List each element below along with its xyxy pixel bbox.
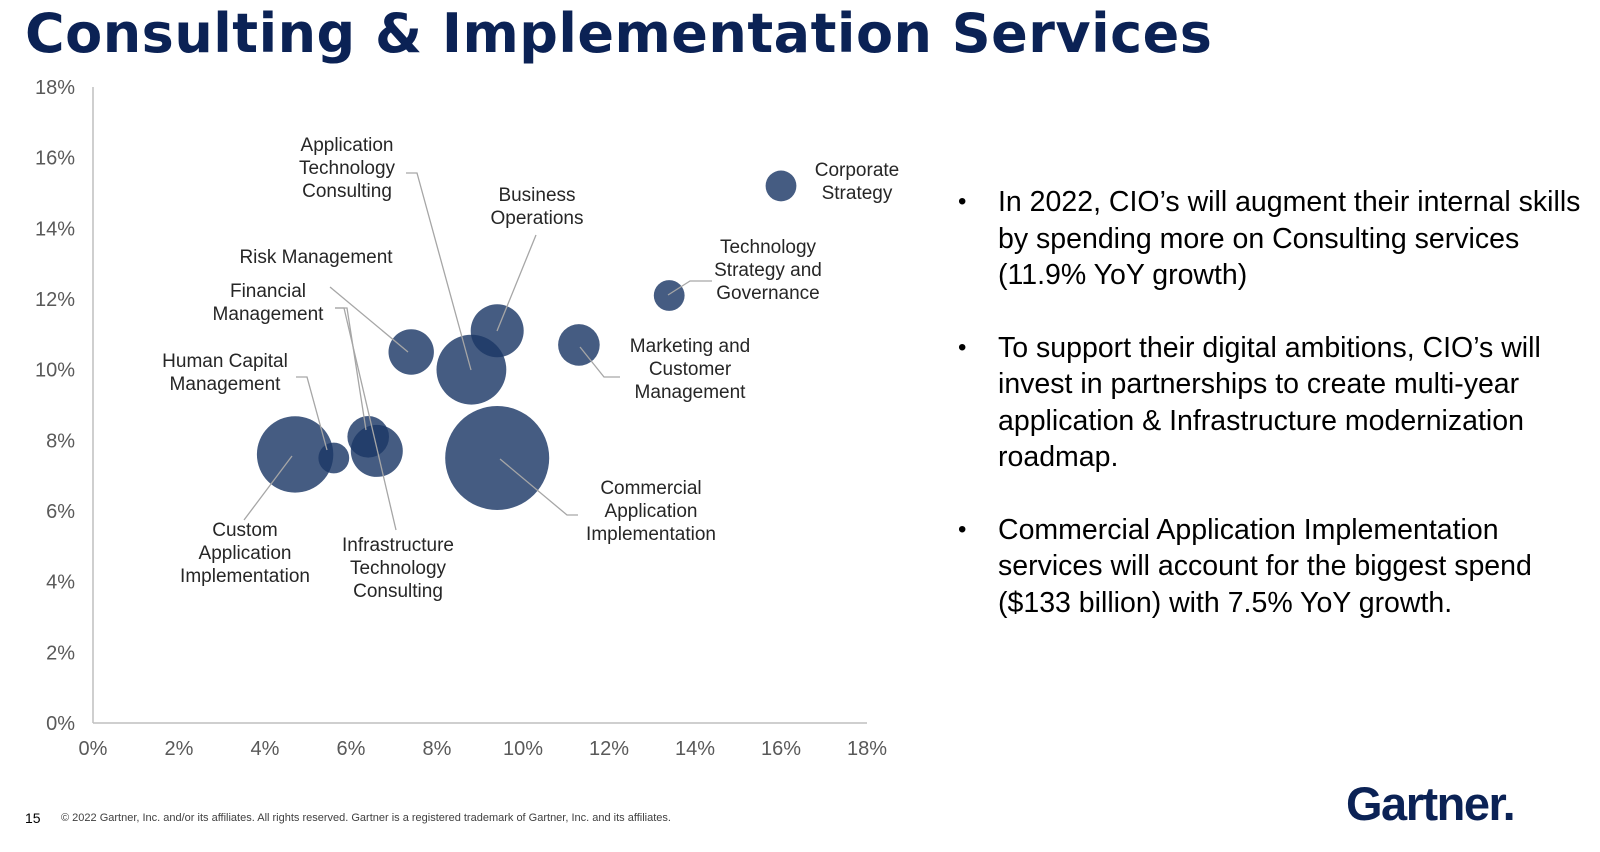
- bubble-marker: [558, 324, 600, 366]
- leader-line: [329, 286, 409, 353]
- leader-line: [667, 280, 712, 296]
- bubble-label: Corporate Strategy: [815, 160, 900, 204]
- bubble-label-line: Technology: [299, 158, 396, 179]
- bubble-marker: [765, 170, 797, 202]
- y-tick-label: 6%: [46, 501, 75, 523]
- leader-line: [335, 307, 367, 431]
- gartner-logo: Gartner.: [1346, 777, 1516, 830]
- x-tick-label: 16%: [761, 738, 801, 760]
- bullet-dot: •: [958, 188, 967, 215]
- bubble-label-line: Commercial: [600, 478, 701, 499]
- bullet-text: To support their digital ambitions, CIO’…: [998, 331, 1541, 474]
- y-tick-label: 4%: [46, 572, 75, 594]
- bubble-label-line: Risk Management: [239, 247, 393, 268]
- leader-line: [296, 376, 328, 451]
- x-tick-label: 4%: [251, 738, 280, 760]
- bubble-label-line: Business: [498, 185, 575, 206]
- bubble-label-line: Consulting: [353, 581, 443, 602]
- bubble-marker: [318, 442, 350, 474]
- bubble-label-line: Governance: [716, 283, 820, 304]
- y-tick-label: 2%: [46, 642, 75, 664]
- x-tick-label: 12%: [589, 738, 629, 760]
- bubble-label-line: Custom: [212, 520, 277, 541]
- bullet-dot: •: [958, 515, 967, 543]
- x-tick-label: 18%: [847, 738, 887, 760]
- y-tick-label: 8%: [46, 430, 75, 452]
- bubble-label: Financial Management: [213, 281, 325, 325]
- leader-line: [499, 458, 578, 516]
- bubble-label: Business Operations: [491, 185, 584, 229]
- bubble-label: Application Technology Consulting: [299, 135, 396, 202]
- bubble-label-line: Application: [199, 543, 292, 564]
- copyright-footer: © 2022 Gartner, Inc. and/or its affiliat…: [61, 812, 671, 824]
- bubble-label-line: Financial: [230, 281, 306, 302]
- bubble-chart: 0% 2% 4% 6% 8% 10% 12% 14% 16% 18% 0% 2% 4% 6% 8% 10% 12…: [35, 77, 900, 760]
- x-tick-label: 2%: [165, 738, 194, 760]
- bubble-marker: [256, 416, 334, 493]
- x-tick-label: 10%: [503, 738, 543, 760]
- bubble-label: Marketing and Customer Management: [630, 336, 750, 403]
- leader-line: [243, 455, 293, 521]
- bubble-label: Infrastructure Technology Consulting: [342, 535, 454, 602]
- bubble-label: Technology Strategy and Governance: [714, 237, 822, 304]
- x-tick-label: 14%: [675, 738, 715, 760]
- page-title: Consulting & Implementation Services: [25, 2, 1213, 65]
- bullet-item: • To support their digital ambitions, CIO…: [958, 330, 1598, 476]
- bullet-list: • In 2022, CIO’s will augment their inter…: [958, 184, 1598, 657]
- bubble-label-line: Technology: [350, 558, 447, 579]
- y-tick-label: 18%: [35, 77, 75, 99]
- x-tick-label: 0%: [79, 738, 108, 760]
- leader-line: [406, 172, 472, 371]
- x-tick-label: 6%: [337, 738, 366, 760]
- bubble-label: Human Capital Management: [162, 351, 288, 395]
- leader-line: [496, 234, 537, 332]
- bubble-label-line: Customer: [649, 359, 732, 380]
- bubble-label: Custom Application Implementation: [180, 520, 310, 587]
- bubble-label-line: Strategy and: [714, 260, 822, 281]
- bubble-label-line: Technology: [720, 237, 817, 258]
- bubble-label: Risk Management: [239, 247, 393, 268]
- bubble-marker: [653, 280, 685, 311]
- y-tick-label: 16%: [35, 148, 75, 170]
- x-tick-label: 8%: [423, 738, 452, 760]
- bubble-label-line: Corporate: [815, 160, 900, 181]
- page-number: 15: [25, 810, 41, 826]
- bubble-label-line: Human Capital: [162, 351, 288, 372]
- bubble-marker: [388, 329, 434, 375]
- bubble-label-line: Implementation: [180, 566, 310, 587]
- bullet-text: Commercial Application Implementation se…: [998, 513, 1532, 619]
- bullet-item: • In 2022, CIO’s will augment their inter…: [958, 184, 1598, 294]
- bubble-label-line: Strategy: [822, 183, 893, 204]
- bubble-label-line: Infrastructure: [342, 535, 454, 556]
- bubble-label-line: Management: [635, 382, 747, 403]
- y-tick-label: 12%: [35, 289, 75, 311]
- bullet-text: In 2022, CIO’s will augment their intern…: [998, 186, 1581, 291]
- bubble-label-line: Implementation: [586, 524, 716, 545]
- y-tick-label: 14%: [35, 218, 75, 240]
- bubble-label: Commercial Application Implementation: [586, 478, 716, 545]
- bubble-marker: [445, 406, 550, 510]
- bubble-label-line: Application: [301, 135, 394, 156]
- bubble-label-line: Marketing and: [630, 336, 750, 357]
- bubble-label-line: Consulting: [302, 181, 392, 202]
- bubble-label-line: Operations: [491, 208, 584, 229]
- bubble-label-line: Management: [213, 304, 325, 325]
- bullet-dot: •: [958, 333, 967, 361]
- bubble-label-line: Application: [605, 501, 698, 522]
- y-tick-label: 0%: [46, 713, 75, 735]
- bubble-label-line: Management: [170, 374, 282, 395]
- bullet-item: • Commercial Application Implementation s…: [958, 512, 1598, 622]
- leader-line: [579, 346, 620, 378]
- y-tick-label: 10%: [35, 360, 75, 382]
- bubble-marker: [347, 416, 390, 458]
